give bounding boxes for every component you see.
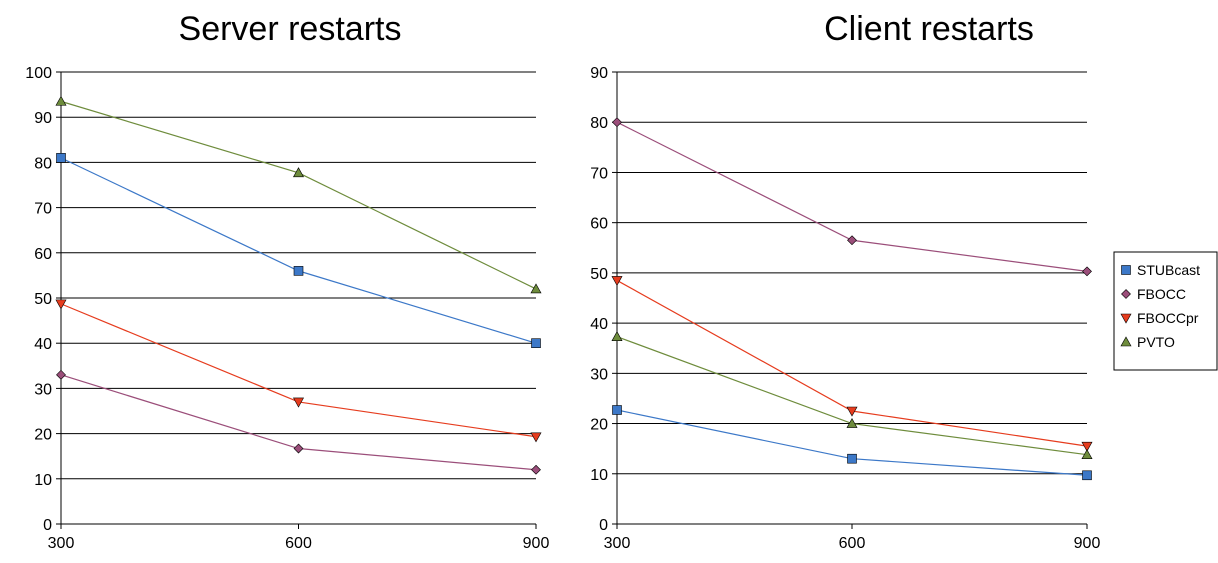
data-point [1081,441,1093,452]
y-tick-label: 90 [590,65,608,82]
y-tick-label: 0 [599,517,608,534]
series-fbocc [612,117,1092,277]
x-tick-label: 900 [523,535,550,552]
legend-label: FBOCCpr [1137,310,1199,326]
x-tick-label: 300 [604,535,631,552]
y-tick-label: 10 [34,472,52,489]
data-point [55,95,67,106]
data-point [847,235,857,246]
legend-marker [1121,265,1131,275]
chart-panel-1: Server restarts 0 10 20 30 40 50 60 70 80 90 100 300… [25,10,549,552]
series-pvto [611,331,1093,459]
series-stubcast [612,405,1092,481]
x-tick-label: 600 [285,535,312,552]
y-tick-label: 10 [590,467,608,484]
series-fbocc [56,369,541,475]
data-point [611,331,623,341]
y-tick-label: 70 [34,201,52,218]
data-point [612,117,622,128]
legend-label: FBOCC [1137,286,1186,302]
data-point [612,405,622,415]
data-point [847,453,857,464]
y-tick-label: 20 [34,427,52,444]
data-point [531,338,541,349]
data-point [55,299,67,310]
series-stubcast [56,153,541,349]
data-point [846,417,858,428]
y-tick-label: 80 [34,155,52,172]
data-point [293,443,304,454]
data-point [1081,449,1093,459]
legend: STUBcast FBOCC FBOCCpr PVTO [1113,251,1218,371]
y-tick-label: 80 [590,115,608,132]
series-line [60,303,537,438]
legend-label: STUBcast [1137,262,1200,278]
data-point [531,464,541,475]
legend-marker [1120,336,1132,347]
y-tick-label: 60 [590,216,608,233]
legend-marker [1120,313,1132,324]
series-line [60,157,537,344]
data-point [56,153,66,163]
y-tick-label: 0 [43,517,52,534]
chart-panel-2: Client restarts 0 10 20 30 40 50 60 70 80 90 300 600… [590,10,1218,552]
y-tick-label: 90 [34,110,52,127]
x-tick-label: 600 [839,535,866,552]
y-tick-label: 40 [590,316,608,333]
data-point [292,167,305,178]
y-tick-label: 100 [25,65,52,82]
series-line [616,336,1088,456]
chart-title: Server restarts [179,10,402,48]
x-tick-label: 300 [48,535,75,552]
legend-label: PVTO [1137,334,1175,350]
x-tick-label: 900 [1074,535,1101,552]
data-point [293,266,304,276]
data-point [846,406,858,417]
series-pvto [55,95,542,294]
series-fboccpr [611,276,1093,452]
y-tick-label: 50 [590,266,608,283]
data-point [292,397,305,408]
chart-title: Client restarts [824,10,1034,48]
y-tick-label: 40 [34,336,52,353]
series-fboccpr [55,299,542,443]
y-tick-label: 20 [590,417,608,434]
data-point [611,276,623,287]
series-line [616,121,1088,272]
series-line [60,374,537,471]
data-point [1082,266,1092,277]
y-tick-label: 30 [34,381,52,398]
data-point [530,432,542,443]
data-point [56,369,66,380]
y-tick-label: 50 [34,291,52,308]
y-tick-label: 30 [590,366,608,383]
legend-marker [1121,289,1131,299]
legend-box [1113,251,1218,371]
y-tick-label: 60 [34,246,52,263]
y-tick-label: 70 [590,165,608,182]
data-point [1082,470,1092,481]
series-line [60,100,537,290]
data-point [530,283,542,294]
